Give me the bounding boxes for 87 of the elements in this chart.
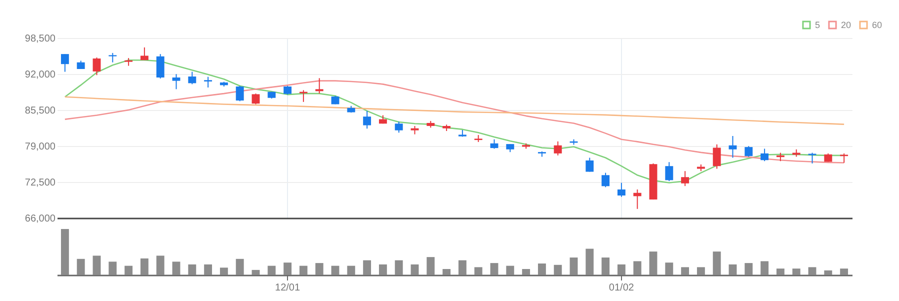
bar: [331, 266, 340, 275]
candlestick: [490, 138, 498, 150]
bar: [299, 266, 308, 275]
candlestick: [156, 54, 164, 79]
legend-label: 5: [815, 20, 820, 30]
candlestick: [394, 121, 403, 134]
bar: [92, 256, 101, 275]
bar: [315, 263, 324, 275]
bar: [252, 270, 260, 275]
bar: [728, 264, 737, 275]
bar: [284, 262, 292, 275]
bar: [840, 268, 848, 275]
y-tick-label: 72,500: [24, 178, 56, 188]
bar: [808, 267, 816, 275]
x-tick-label: 12/01: [275, 282, 300, 294]
bar: [108, 262, 117, 275]
bar: [506, 266, 514, 275]
bar: [236, 258, 244, 275]
candlestick: [728, 135, 737, 158]
y-tick-label: 92,000: [24, 70, 56, 80]
bar: [792, 268, 800, 275]
bar: [617, 264, 626, 275]
candlestick: [315, 78, 324, 94]
bar: [426, 257, 435, 275]
candlestick: [172, 74, 180, 90]
candlestick: [252, 93, 260, 105]
bar: [665, 262, 674, 275]
bar: [172, 262, 180, 275]
bar: [522, 269, 530, 275]
bar: [458, 260, 466, 275]
bar: [538, 264, 546, 275]
bar: [474, 267, 482, 275]
y-tick-label: 66,000: [24, 214, 56, 224]
y-tick-label: 85,500: [24, 106, 56, 116]
bar: [586, 248, 594, 275]
bar: [681, 267, 690, 275]
candlestick: [665, 162, 674, 182]
bar: [410, 264, 419, 275]
bar: [649, 252, 658, 275]
bar: [442, 269, 451, 275]
bar: [60, 229, 69, 275]
candlestick: [204, 76, 212, 88]
bar: [712, 252, 721, 275]
y-tick-label: 79,000: [24, 142, 56, 152]
bar: [363, 260, 372, 275]
bar: [696, 267, 705, 275]
bar: [378, 264, 387, 275]
bar: [347, 266, 356, 275]
bar: [220, 268, 228, 275]
bar: [156, 256, 164, 275]
x-tick-label: 01/02: [608, 282, 634, 294]
bar: [204, 264, 212, 275]
bar: [490, 263, 498, 275]
bar: [776, 268, 784, 275]
candlestick: [681, 170, 690, 187]
candlestick: [633, 188, 642, 210]
legend-label: 60: [872, 20, 882, 30]
candlestick: [602, 172, 610, 188]
bar: [824, 270, 832, 275]
candlestick: [712, 144, 721, 170]
candlestick: [140, 46, 148, 61]
candlestick: [586, 157, 594, 172]
y-tick-label: 98,500: [24, 34, 56, 44]
bar: [554, 264, 562, 275]
candlestick: [363, 110, 372, 130]
candlestick: [236, 85, 244, 102]
bar: [744, 263, 753, 275]
candlestick: [60, 54, 69, 72]
legend-label: 20: [841, 20, 852, 30]
bar: [633, 261, 642, 275]
bar: [602, 258, 610, 275]
bar: [760, 261, 769, 275]
bar: [140, 258, 148, 275]
bar: [76, 258, 85, 275]
candlestick: [554, 140, 562, 156]
bar: [188, 264, 196, 275]
candlestick: [617, 182, 626, 198]
bar: [570, 258, 578, 275]
candlestick: [744, 146, 753, 158]
bar: [124, 266, 133, 275]
candlestick: [760, 148, 769, 162]
bar: [268, 266, 276, 275]
candlestick: [188, 71, 196, 85]
line-series: [64, 96, 845, 125]
candlestick: [92, 56, 101, 76]
candlestick: [108, 52, 117, 63]
bar: [394, 260, 403, 275]
